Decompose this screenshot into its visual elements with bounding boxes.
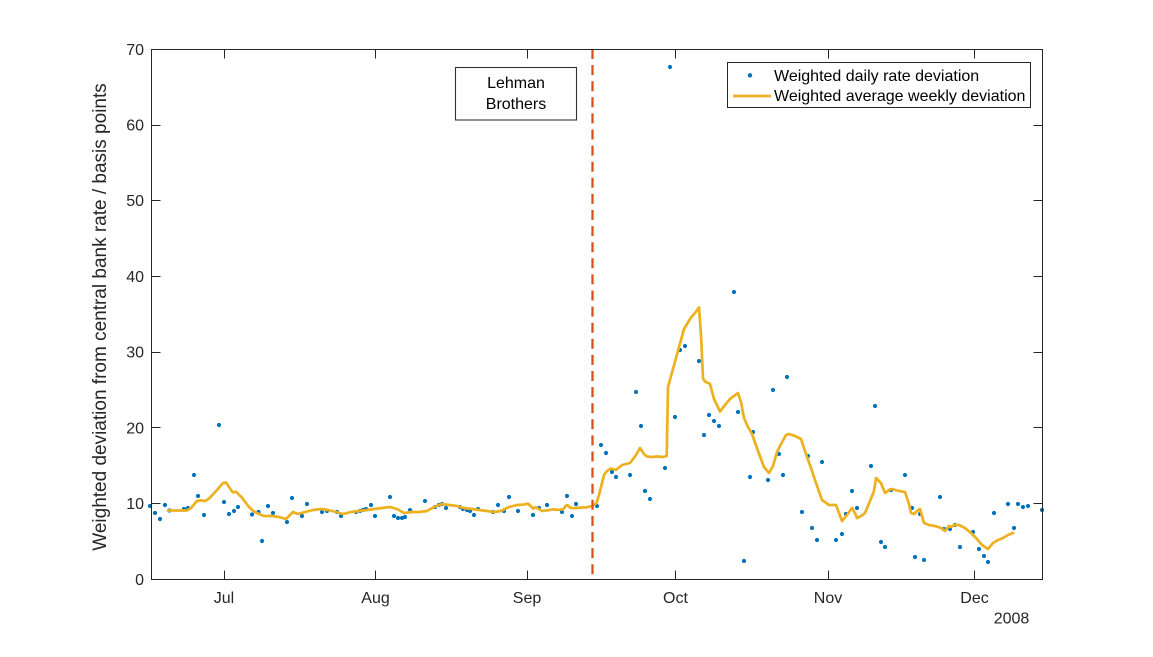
svg-text:Brothers: Brothers [486, 96, 546, 113]
svg-text:70: 70 [126, 42, 144, 59]
svg-text:10: 10 [126, 496, 144, 513]
svg-text:Nov: Nov [814, 590, 842, 607]
svg-text:Weighted daily rate deviation: Weighted daily rate deviation [774, 68, 979, 85]
svg-text:Weighted average weekly deviat: Weighted average weekly deviation [774, 88, 1025, 105]
svg-text:Jul: Jul [214, 590, 234, 607]
svg-text:40: 40 [126, 269, 144, 286]
svg-text:Aug: Aug [361, 590, 389, 607]
svg-text:50: 50 [126, 193, 144, 210]
svg-text:Weighted deviation from centra: Weighted deviation from central bank rat… [90, 83, 111, 551]
svg-text:2008: 2008 [994, 611, 1030, 628]
svg-text:Sep: Sep [513, 590, 542, 607]
svg-text:20: 20 [126, 420, 144, 437]
svg-text:0: 0 [135, 572, 144, 589]
svg-text:60: 60 [126, 118, 144, 135]
svg-text:Lehman: Lehman [487, 75, 545, 92]
svg-text:Dec: Dec [960, 590, 988, 607]
svg-text:Oct: Oct [663, 590, 688, 607]
svg-text:30: 30 [126, 345, 144, 362]
